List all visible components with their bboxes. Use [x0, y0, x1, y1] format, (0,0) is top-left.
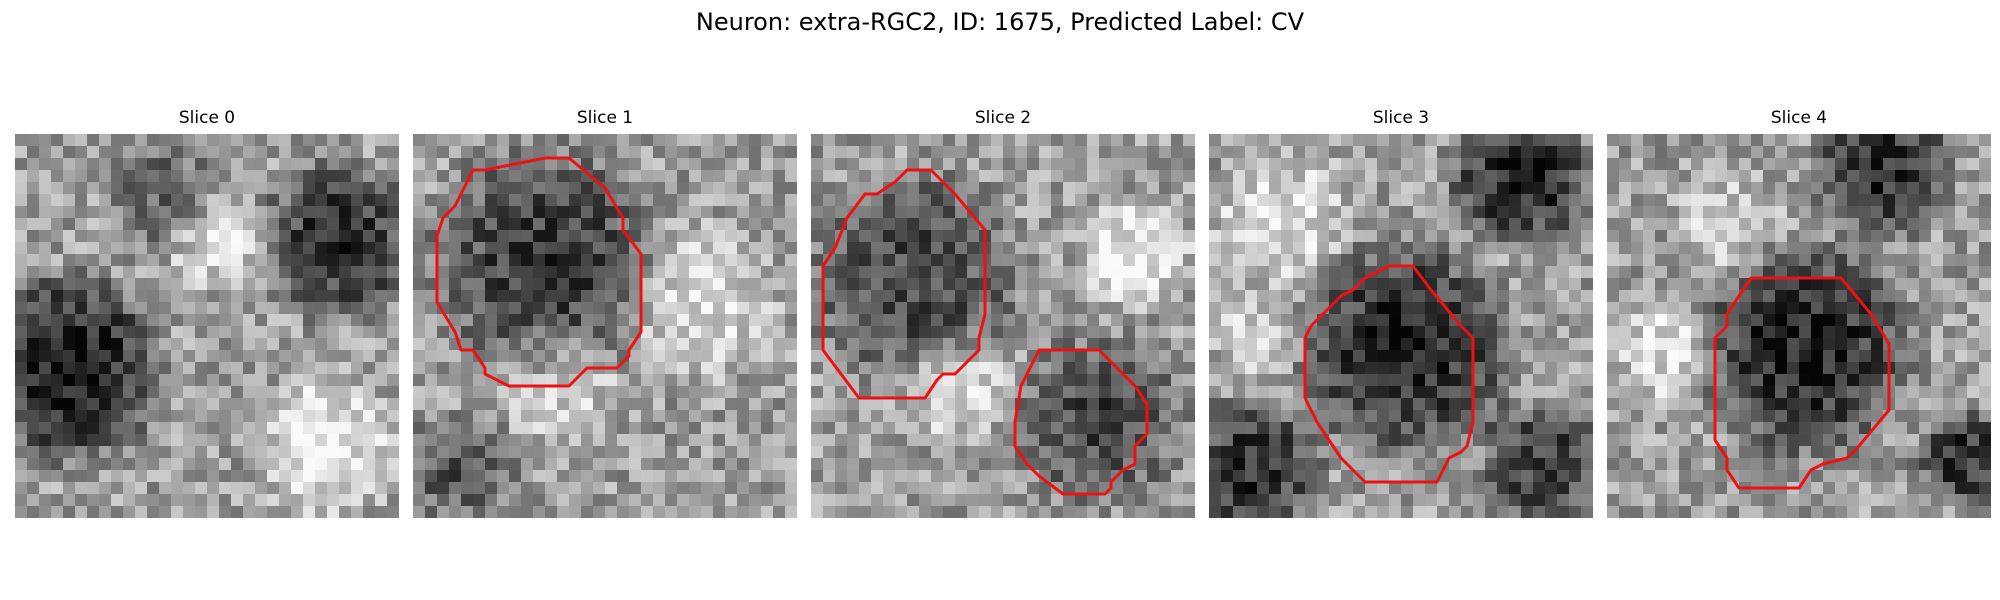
slice-image: [1209, 134, 1593, 518]
slice-title: Slice 1: [576, 108, 634, 128]
figure-title: Neuron: extra-RGC2, ID: 1675, Predicted …: [695, 8, 1305, 36]
slice-title: Slice 3: [1372, 108, 1430, 128]
cell-contour-0: [1303, 264, 1475, 484]
slice-title: Slice 0: [178, 108, 236, 128]
cell-contour-1: [1013, 348, 1149, 496]
pixel-grid: [413, 134, 797, 518]
cell-contour-0: [1713, 276, 1891, 490]
slice-title: Slice 2: [974, 108, 1032, 128]
cell-contour-0: [435, 156, 643, 388]
slice-image: [15, 134, 399, 518]
pixel-grid: [15, 134, 399, 518]
slice-image: [811, 134, 1195, 518]
pixel-grid: [1209, 134, 1593, 518]
pixel-grid: [1607, 134, 1991, 518]
slice-image: [413, 134, 797, 518]
pixel-grid: [811, 134, 1195, 518]
cell-contour-0: [821, 168, 987, 400]
slice-image: [1607, 134, 1991, 518]
slice-title: Slice 4: [1770, 108, 1828, 128]
